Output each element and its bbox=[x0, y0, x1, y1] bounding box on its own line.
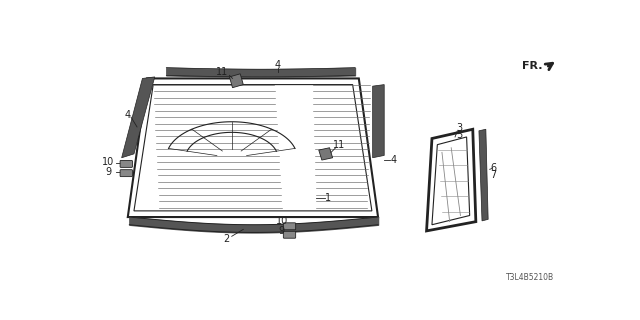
Text: 9: 9 bbox=[106, 167, 111, 177]
Text: 10: 10 bbox=[276, 216, 288, 226]
Text: 11: 11 bbox=[333, 140, 346, 150]
Polygon shape bbox=[230, 74, 243, 88]
Text: 4: 4 bbox=[390, 155, 397, 165]
Text: 9: 9 bbox=[279, 226, 285, 236]
Text: 4: 4 bbox=[125, 110, 131, 120]
Polygon shape bbox=[479, 129, 488, 221]
FancyBboxPatch shape bbox=[120, 170, 132, 177]
FancyBboxPatch shape bbox=[120, 160, 132, 167]
Text: 10: 10 bbox=[102, 156, 115, 167]
Text: 6: 6 bbox=[490, 163, 497, 173]
Text: T3L4B5210B: T3L4B5210B bbox=[506, 273, 555, 282]
Polygon shape bbox=[319, 148, 333, 160]
Text: 7: 7 bbox=[490, 170, 497, 180]
FancyBboxPatch shape bbox=[284, 231, 296, 238]
Polygon shape bbox=[372, 84, 384, 158]
Text: 2: 2 bbox=[223, 234, 230, 244]
Text: 5: 5 bbox=[456, 131, 462, 140]
Text: FR.: FR. bbox=[522, 61, 542, 71]
Text: 1: 1 bbox=[325, 193, 331, 203]
Polygon shape bbox=[122, 77, 155, 158]
FancyBboxPatch shape bbox=[284, 223, 296, 230]
Text: 11: 11 bbox=[216, 67, 228, 77]
Text: 4: 4 bbox=[275, 60, 281, 70]
Text: 3: 3 bbox=[456, 123, 462, 133]
